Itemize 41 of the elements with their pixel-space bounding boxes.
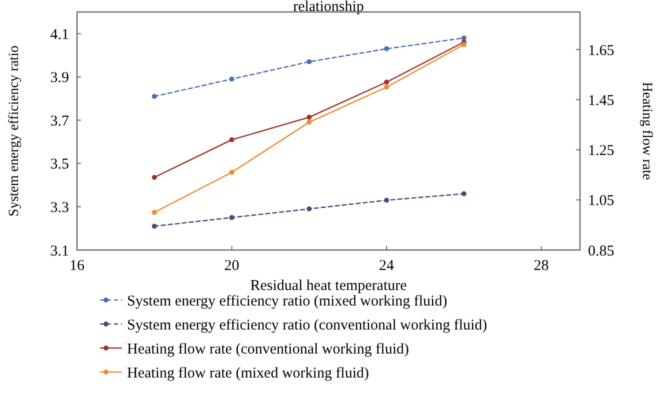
point — [152, 174, 157, 180]
y2-tick-label: 0.85 — [588, 243, 614, 260]
point — [152, 210, 157, 215]
x-tick-label: 28 — [534, 258, 549, 274]
point — [229, 137, 234, 142]
y-tick-label: 3.5 — [50, 156, 69, 173]
legend-label: System energy efficiency ratio (conventional working fluid) — [127, 317, 488, 334]
y2-tick-label: 1.45 — [588, 92, 614, 109]
legend-label: Heating flow rate (mixed working fluid) — [127, 365, 370, 382]
point — [384, 46, 390, 52]
point — [229, 76, 234, 82]
y-tick-label: 3.3 — [50, 200, 69, 216]
point — [306, 206, 312, 212]
point — [229, 170, 234, 175]
chart-title: relationship — [293, 0, 364, 15]
point — [384, 80, 390, 85]
legend-label: Heating flow rate (conventional working fluid) — [127, 341, 409, 358]
legend-label: System energy efficiency ratio (mixed working fluid) — [127, 293, 448, 310]
x-axis-title: Residual heat temperature — [250, 278, 408, 294]
y-axis-title: System energy efficiency ratio — [7, 46, 22, 216]
y-tick-label: 3.7 — [50, 113, 70, 130]
y2-tick-label: 1.25 — [588, 143, 614, 160]
x-tick-label: 24 — [379, 258, 395, 274]
point — [306, 114, 312, 120]
point — [229, 215, 234, 220]
y-tick-label: 4.1 — [50, 26, 69, 43]
point — [306, 120, 312, 125]
point — [152, 224, 157, 229]
y-tick-label: 3.1 — [50, 243, 69, 260]
x-tick-label: 20 — [224, 258, 240, 274]
y2-tick-label: 1.65 — [588, 42, 614, 59]
point — [461, 42, 466, 48]
x-tick-label: 16 — [70, 258, 85, 274]
point — [384, 198, 390, 203]
point — [384, 84, 390, 90]
point — [306, 59, 312, 64]
y2-axis-title: Heating flow rate — [639, 82, 654, 180]
point — [152, 94, 157, 99]
y2-tick-label: 1.05 — [588, 193, 614, 210]
y-tick-label: 3.9 — [50, 70, 69, 86]
point — [461, 191, 466, 196]
